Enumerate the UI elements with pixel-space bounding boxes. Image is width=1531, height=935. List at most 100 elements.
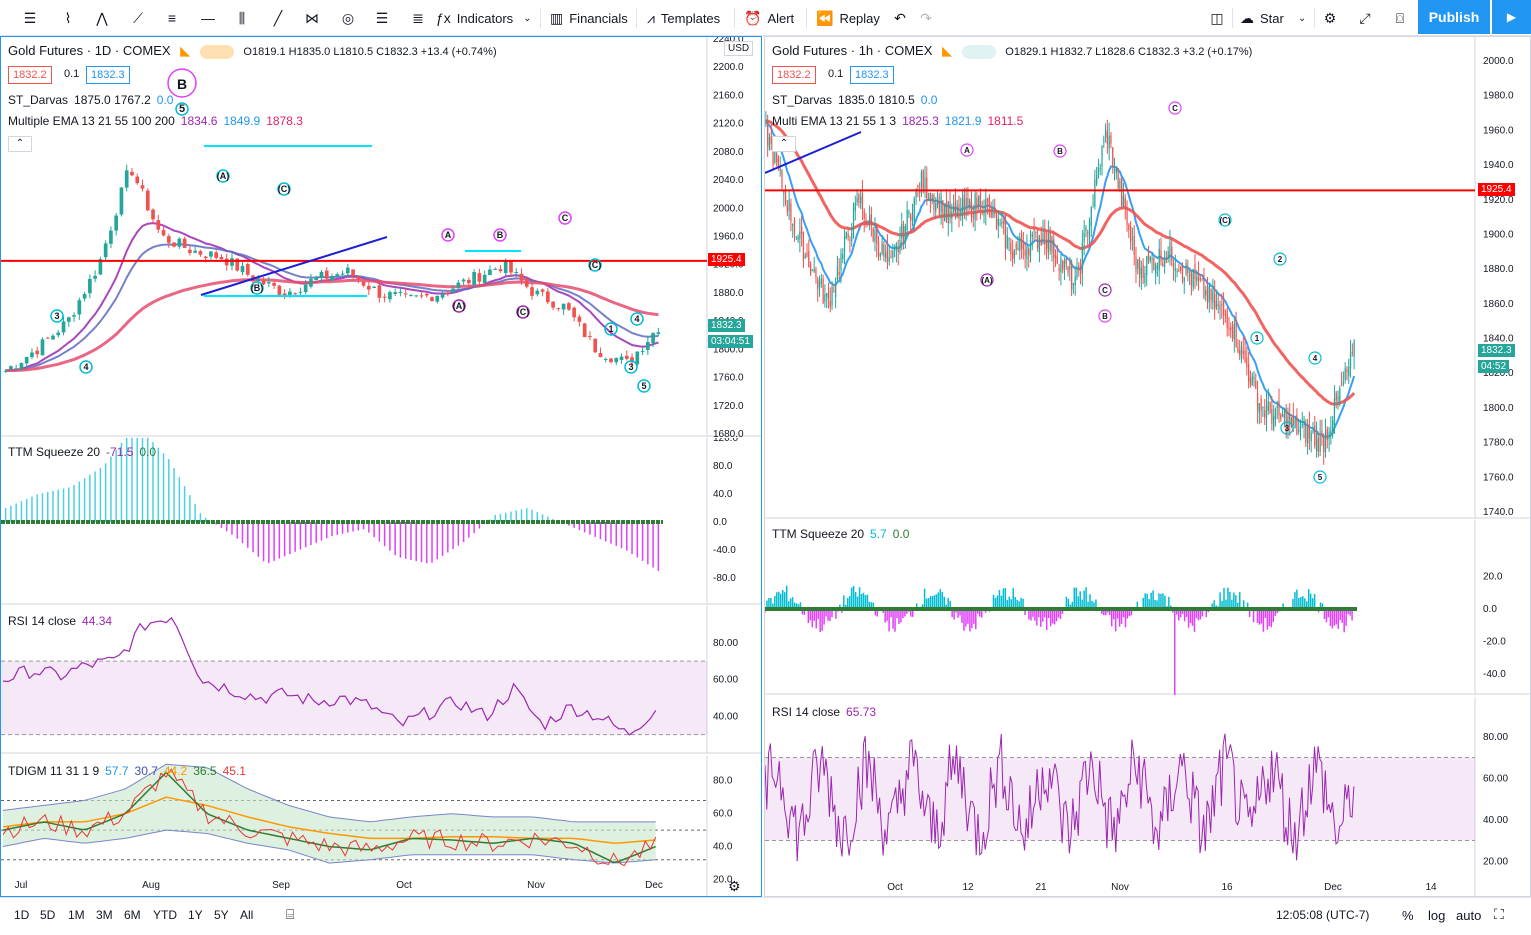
hourly-candle bbox=[1312, 430, 1314, 433]
left-symbol-legend[interactable]: Gold Futures · 1D · COMEX ◣ O1819.1 H183… bbox=[8, 43, 503, 59]
daily-candle bbox=[40, 339, 45, 356]
right-ttm-chart[interactable]: 20.00.0-20.0-40.0-60.0 bbox=[765, 520, 1530, 695]
right-ema-legend[interactable]: Multi EMA 13 21 55 1 3 1825.3 1821.9 1811.5 bbox=[772, 114, 1029, 128]
left-rsi-legend[interactable]: RSI 14 close 44.34 bbox=[8, 614, 118, 628]
range-button-1m[interactable]: 1M bbox=[68, 908, 85, 922]
ttm-tick-label: 80.0 bbox=[713, 461, 733, 472]
redo-icon[interactable]: ↷ bbox=[920, 9, 932, 26]
daily-candle bbox=[256, 279, 261, 281]
right-symbol-legend[interactable]: Gold Futures · 1h · COMEX ◣ O1829.1 H183… bbox=[772, 43, 1258, 59]
hourly-candle bbox=[784, 189, 787, 204]
hourly-candle bbox=[965, 198, 967, 212]
left-bid-price[interactable]: 1832.2 bbox=[8, 66, 52, 84]
wave-label: (C) bbox=[517, 307, 530, 317]
daily-candle bbox=[151, 209, 155, 220]
financials-button[interactable]: ▥ Financials bbox=[550, 0, 628, 36]
fib-extension-icon[interactable]: ≣ bbox=[412, 9, 424, 26]
left-horizontal-line-label[interactable]: 1925.4 bbox=[708, 253, 745, 266]
left-ask-price[interactable]: 1832.3 bbox=[86, 66, 130, 84]
hourly-candle bbox=[1162, 263, 1164, 267]
range-button-1d[interactable]: 1D bbox=[14, 908, 30, 922]
hourly-candle bbox=[1053, 239, 1055, 259]
daily-candle bbox=[193, 250, 197, 253]
range-button-1y[interactable]: 1Y bbox=[188, 908, 203, 922]
percent-toggle[interactable]: % bbox=[1402, 908, 1414, 923]
undo-icon[interactable]: ↶ bbox=[894, 9, 906, 26]
daily-candle bbox=[351, 269, 355, 277]
hourly-candle bbox=[852, 207, 855, 237]
menu-icon[interactable]: ☰ bbox=[23, 9, 37, 26]
left-ttm-legend[interactable]: TTM Squeeze 20 -71.5 0.0 bbox=[8, 445, 162, 459]
price-tick-label: 1760.0 bbox=[1483, 472, 1514, 483]
left-tdi-legend[interactable]: TDIGM 11 31 1 9 57.7 30.7 44.2 36.5 45.1 bbox=[8, 764, 252, 778]
daily-candle bbox=[114, 215, 119, 231]
rsi-band bbox=[1, 661, 707, 735]
clock-time[interactable]: 12:05:08 (UTC-7) bbox=[1276, 908, 1370, 922]
star-button[interactable]: ☁ Star ⌄ bbox=[1240, 0, 1306, 36]
right-price-chart[interactable]: 2000.0 1980.0 1960.0 1940.0 1920.0 1900.0 1880… bbox=[765, 37, 1530, 519]
range-button-5y[interactable]: 5Y bbox=[214, 908, 229, 922]
publish-button[interactable]: Publish bbox=[1418, 0, 1490, 34]
alert-button[interactable]: ⏰ Alert bbox=[744, 0, 794, 36]
left-rsi-chart[interactable]: 80.00 60.00 40.00 bbox=[1, 606, 761, 754]
hourly-candle bbox=[1342, 381, 1345, 383]
trendline-icon[interactable]: ⟋ bbox=[133, 9, 143, 26]
price-tick-label: 1980.0 bbox=[1483, 91, 1514, 102]
left-tdi-chart[interactable]: 80.0 60.0 40.0 20.0 Jul Aug Sep Oct Nov Dec bbox=[1, 756, 761, 896]
settings-gear-icon[interactable]: ⚙ bbox=[728, 878, 741, 894]
log-toggle[interactable]: log bbox=[1428, 908, 1446, 923]
hourly-candle bbox=[779, 168, 781, 171]
camera-icon[interactable]: ⌼ bbox=[1395, 9, 1405, 26]
collapse-legend-button[interactable]: ⌃ bbox=[772, 136, 796, 152]
play-icon[interactable]: ▶ bbox=[1492, 0, 1531, 34]
hourly-candle bbox=[1131, 238, 1134, 240]
fib-icon[interactable]: ☰ bbox=[375, 9, 389, 26]
fullscreen-icon[interactable]: ⛶ bbox=[1494, 906, 1504, 922]
right-rsi-chart[interactable]: 80.00 60.00 40.00 20.00 Oct 12 21 Nov 16 Dec 14 bbox=[765, 697, 1530, 897]
currency-label[interactable]: USD bbox=[724, 41, 754, 56]
ray-icon[interactable]: ╱ bbox=[273, 9, 283, 26]
elliott-wave-icon[interactable]: ⋈ bbox=[305, 9, 319, 26]
hourly-candle bbox=[765, 120, 767, 124]
range-button-5d[interactable]: 5D bbox=[40, 908, 56, 922]
financials-label: Financials bbox=[569, 10, 628, 26]
hourly-candle bbox=[1099, 168, 1101, 170]
hourly-candle bbox=[1076, 267, 1078, 278]
hourly-candle bbox=[1151, 258, 1153, 260]
hourly-candle bbox=[829, 300, 831, 308]
templates-button[interactable]: ⩘ Templates bbox=[647, 0, 720, 36]
pattern-icon[interactable]: ⋀ bbox=[96, 9, 108, 26]
left-darvas-legend[interactable]: ST_Darvas 1875.0 1767.2 0.0 bbox=[8, 93, 179, 107]
range-button-3m[interactable]: 3M bbox=[96, 908, 113, 922]
ttm-tick-label: -20.0 bbox=[1483, 637, 1506, 648]
right-darvas-legend[interactable]: ST_Darvas 1835.0 1810.5 0.0 bbox=[772, 93, 943, 107]
left-ema-legend[interactable]: Multiple EMA 13 21 55 100 200 1834.6 1849.… bbox=[8, 114, 309, 128]
hourly-candle bbox=[936, 196, 939, 206]
left-price-chart[interactable]: 2240.02200.02160.02120.02080.02040.02000… bbox=[1, 37, 761, 437]
right-bid-price[interactable]: 1832.2 bbox=[772, 66, 816, 84]
horizontal-line-icon[interactable]: — bbox=[201, 10, 215, 26]
right-ask-price[interactable]: 1832.3 bbox=[850, 66, 894, 84]
range-button-all[interactable]: All bbox=[240, 908, 254, 922]
collapse-legend-button[interactable]: ⌃ bbox=[8, 136, 32, 152]
indicators-button[interactable]: ƒx Indicators ⌄ bbox=[436, 0, 532, 36]
left-ttm-chart[interactable]: 120.0 80.0 40.0 0.0 -40.0 -80.0 bbox=[1, 438, 761, 605]
date-range-icon[interactable]: ⌸ bbox=[286, 906, 295, 922]
hourly-candle bbox=[910, 214, 912, 221]
gann-icon[interactable]: ◎ bbox=[341, 9, 355, 26]
layout-icon[interactable]: ◫ bbox=[1210, 9, 1224, 26]
auto-toggle[interactable]: auto bbox=[1456, 908, 1482, 923]
right-rsi-legend[interactable]: RSI 14 close 65.73 bbox=[772, 705, 882, 719]
indicator-chart-icon[interactable]: ⌇ bbox=[64, 9, 72, 26]
right-horizontal-line-label[interactable]: 1925.4 bbox=[1478, 183, 1515, 196]
left-chart-pane[interactable] bbox=[0, 36, 762, 897]
gear-icon[interactable]: ⚙ bbox=[1323, 9, 1337, 26]
range-button-6m[interactable]: 6M bbox=[124, 908, 141, 922]
pitchfork-icon[interactable]: ≡ bbox=[167, 10, 177, 26]
fullscreen-icon[interactable]: ⤢ bbox=[1359, 9, 1371, 26]
range-button-ytd[interactable]: YTD bbox=[153, 908, 177, 922]
right-ttm-legend[interactable]: TTM Squeeze 20 5.7 0.0 bbox=[772, 527, 915, 541]
replay-button[interactable]: ⏪ Replay bbox=[816, 0, 880, 36]
ttm-tick-label: 20.0 bbox=[1483, 571, 1503, 582]
bars-icon[interactable]: ⫼ bbox=[238, 9, 246, 26]
